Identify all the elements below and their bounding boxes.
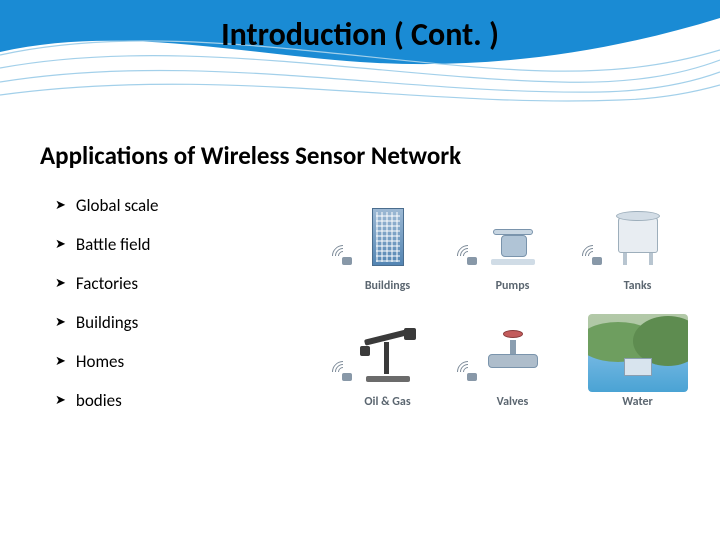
grid-caption: Buildings — [365, 279, 410, 293]
chevron-right-icon: ➤ — [55, 237, 66, 252]
valve-illustration — [455, 313, 570, 393]
grid-cell-tanks: Tanks — [580, 185, 695, 293]
slide-title: Introduction ( Cont. ) — [0, 15, 720, 54]
grid-caption: Water — [622, 395, 653, 409]
bullet-text: Global scale — [76, 195, 159, 216]
bullet-text: Factories — [76, 273, 138, 294]
grid-cell-buildings: Buildings — [330, 185, 445, 293]
chevron-right-icon: ➤ — [55, 393, 66, 408]
bullet-item: ➤ Factories — [55, 273, 159, 294]
grid-caption: Tanks — [624, 279, 652, 293]
bullet-text: Buildings — [76, 312, 138, 333]
wireless-sensor-icon — [334, 247, 362, 265]
oil-rig-illustration — [330, 313, 445, 393]
wireless-sensor-icon — [459, 363, 487, 381]
wireless-sensor-icon — [584, 247, 612, 265]
pump-illustration — [455, 197, 570, 277]
grid-caption: Oil & Gas — [364, 395, 410, 409]
bullet-item: ➤ Buildings — [55, 312, 159, 333]
grid-cell-valves: Valves — [455, 301, 570, 409]
chevron-right-icon: ➤ — [55, 354, 66, 369]
grid-caption: Pumps — [496, 279, 530, 293]
grid-cell-pumps: Pumps — [455, 185, 570, 293]
applications-grid: Buildings Pumps Tanks Oil & Gas — [330, 185, 695, 409]
bullet-text: Battle field — [76, 234, 151, 255]
section-heading: Applications of Wireless Sensor Network — [40, 140, 461, 171]
water-illustration — [580, 313, 695, 393]
bullet-item: ➤ Homes — [55, 351, 159, 372]
bullet-list: ➤ Global scale ➤ Battle field ➤ Factorie… — [55, 195, 159, 411]
grid-caption: Valves — [497, 395, 529, 409]
bullet-item: ➤ Battle field — [55, 234, 159, 255]
chevron-right-icon: ➤ — [55, 315, 66, 330]
tank-illustration — [580, 197, 695, 277]
grid-cell-oilgas: Oil & Gas — [330, 301, 445, 409]
chevron-right-icon: ➤ — [55, 198, 66, 213]
bullet-item: ➤ Global scale — [55, 195, 159, 216]
bullet-text: bodies — [76, 390, 122, 411]
bullet-item: ➤ bodies — [55, 390, 159, 411]
grid-cell-water: Water — [580, 301, 695, 409]
building-illustration — [330, 197, 445, 277]
bullet-text: Homes — [76, 351, 124, 372]
chevron-right-icon: ➤ — [55, 276, 66, 291]
